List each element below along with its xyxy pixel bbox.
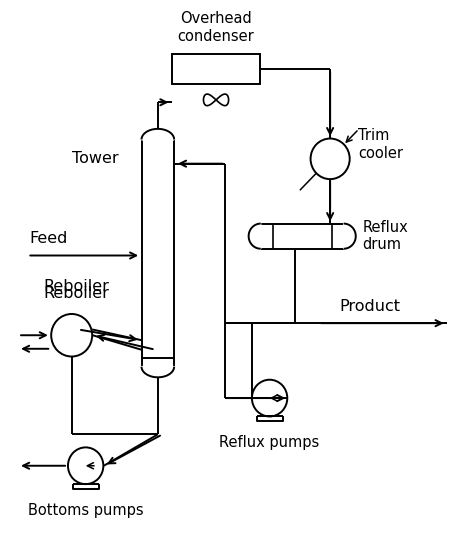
Polygon shape bbox=[344, 224, 356, 249]
Text: Tower: Tower bbox=[72, 151, 118, 166]
Text: Reboiler: Reboiler bbox=[44, 286, 109, 301]
Text: Feed: Feed bbox=[30, 231, 68, 246]
Text: Product: Product bbox=[339, 300, 401, 314]
Text: Overhead
condenser: Overhead condenser bbox=[178, 11, 255, 44]
Text: Reflux pumps: Reflux pumps bbox=[219, 435, 320, 450]
Bar bbox=[261, 224, 344, 249]
Polygon shape bbox=[142, 367, 174, 377]
Text: Reflux
drum: Reflux drum bbox=[363, 220, 409, 252]
Text: Bottoms pumps: Bottoms pumps bbox=[28, 503, 144, 518]
Text: Trim
cooler: Trim cooler bbox=[358, 128, 403, 160]
Bar bbox=[172, 54, 260, 84]
Text: Reboiler: Reboiler bbox=[44, 279, 109, 294]
Bar bbox=[142, 139, 174, 367]
Polygon shape bbox=[142, 129, 174, 139]
Polygon shape bbox=[249, 224, 261, 249]
